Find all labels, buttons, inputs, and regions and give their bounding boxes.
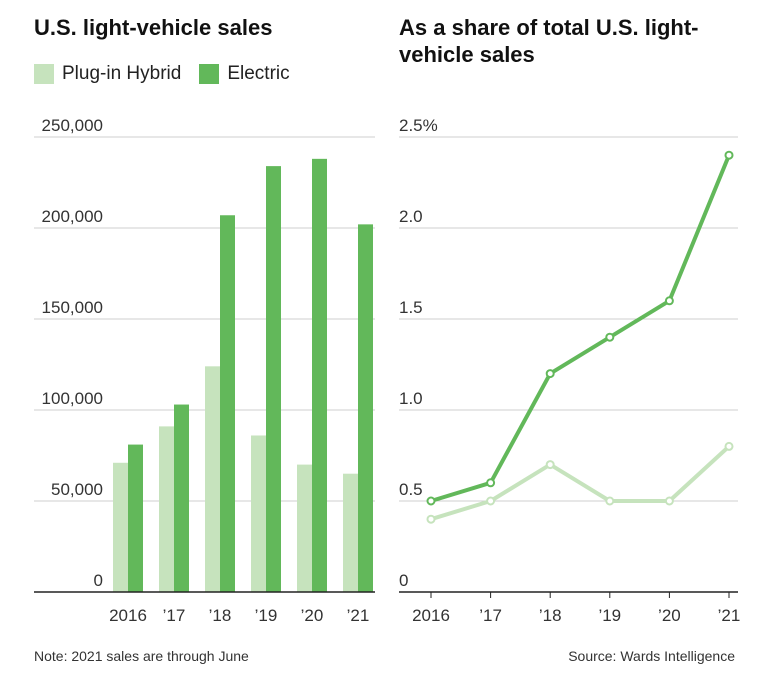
line-x-tick-label: ’21	[718, 606, 741, 625]
bar-x-tick-label: ’17	[163, 606, 186, 625]
bar-ev	[128, 444, 143, 592]
bar-y-tick-label: 0	[94, 571, 103, 590]
bar-phev	[297, 464, 312, 592]
bar-phev	[113, 462, 128, 592]
line-point-ev	[664, 296, 674, 306]
line-x-tick-label: ’18	[539, 606, 562, 625]
legend-item-ev: Electric	[199, 63, 290, 85]
bar-phev	[205, 366, 220, 592]
line-y-tick-label: 0	[399, 571, 408, 590]
bar-y-tick-label: 50,000	[51, 480, 103, 499]
bar-phev	[251, 435, 266, 592]
line-y-tick-label: 2.5%	[399, 116, 438, 135]
bar-ev	[174, 404, 189, 592]
footnote: Note: 2021 sales are through June	[34, 648, 249, 664]
line-series-ev	[429, 153, 731, 503]
bar-y-tick-label: 150,000	[42, 298, 103, 317]
legend-label-ev: Electric	[227, 63, 290, 84]
line-y-tick-label: 2.0	[399, 207, 423, 226]
bar-phev	[159, 426, 174, 592]
bar-x-tick-label: ’19	[255, 606, 278, 625]
line-point-ev	[545, 369, 555, 379]
legend-swatch-phev	[34, 64, 54, 84]
line-point-phev	[724, 441, 734, 451]
line-point-phev	[664, 496, 674, 506]
legend-label-phev: Plug-in Hybrid	[62, 63, 182, 84]
line-chart-title: As a share of total U.S. light-vehicle s…	[399, 15, 699, 67]
line-point-phev	[545, 460, 555, 470]
bar-ev	[220, 215, 235, 592]
bar-x-tick-label: ’18	[209, 606, 232, 625]
bar-chart-title: U.S. light-vehicle sales	[34, 15, 273, 40]
line-x-tick-label: 2016	[412, 606, 450, 625]
line-point-phev	[486, 496, 496, 506]
bar-ev	[358, 224, 373, 593]
bar-x-tick-label: ’20	[301, 606, 324, 625]
bar-x-tick-label: ’21	[347, 606, 370, 625]
line-y-tick-label: 0.5	[399, 480, 423, 499]
line-point-phev	[426, 514, 436, 524]
legend-swatch-ev	[199, 64, 220, 84]
bar-ev	[312, 158, 327, 592]
bar-y-tick-label: 100,000	[42, 389, 103, 408]
line-x-tick-label: ’19	[598, 606, 621, 625]
line-point-ev	[486, 478, 496, 488]
line-point-ev	[724, 150, 734, 160]
source-credit: Source: Wards Intelligence	[568, 648, 735, 664]
line-y-tick-label: 1.0	[399, 389, 423, 408]
bar-x-tick-label: 2016	[109, 606, 147, 625]
line-x-tick-label: ’17	[479, 606, 502, 625]
bar-y-tick-label: 200,000	[42, 207, 103, 226]
line-point-ev	[426, 496, 436, 506]
bar-y-tick-label: 250,000	[42, 116, 103, 135]
line-point-phev	[605, 496, 615, 506]
legend-item-phev: Plug-in Hybrid	[34, 63, 181, 85]
line-point-ev	[605, 332, 615, 342]
bar-ev	[266, 166, 281, 592]
line-x-tick-label: ’20	[658, 606, 681, 625]
bar-phev	[343, 473, 358, 592]
line-y-tick-label: 1.5	[399, 298, 423, 317]
line-series-phev	[429, 444, 731, 522]
legend: Plug-in Hybrid Electric	[34, 63, 308, 85]
